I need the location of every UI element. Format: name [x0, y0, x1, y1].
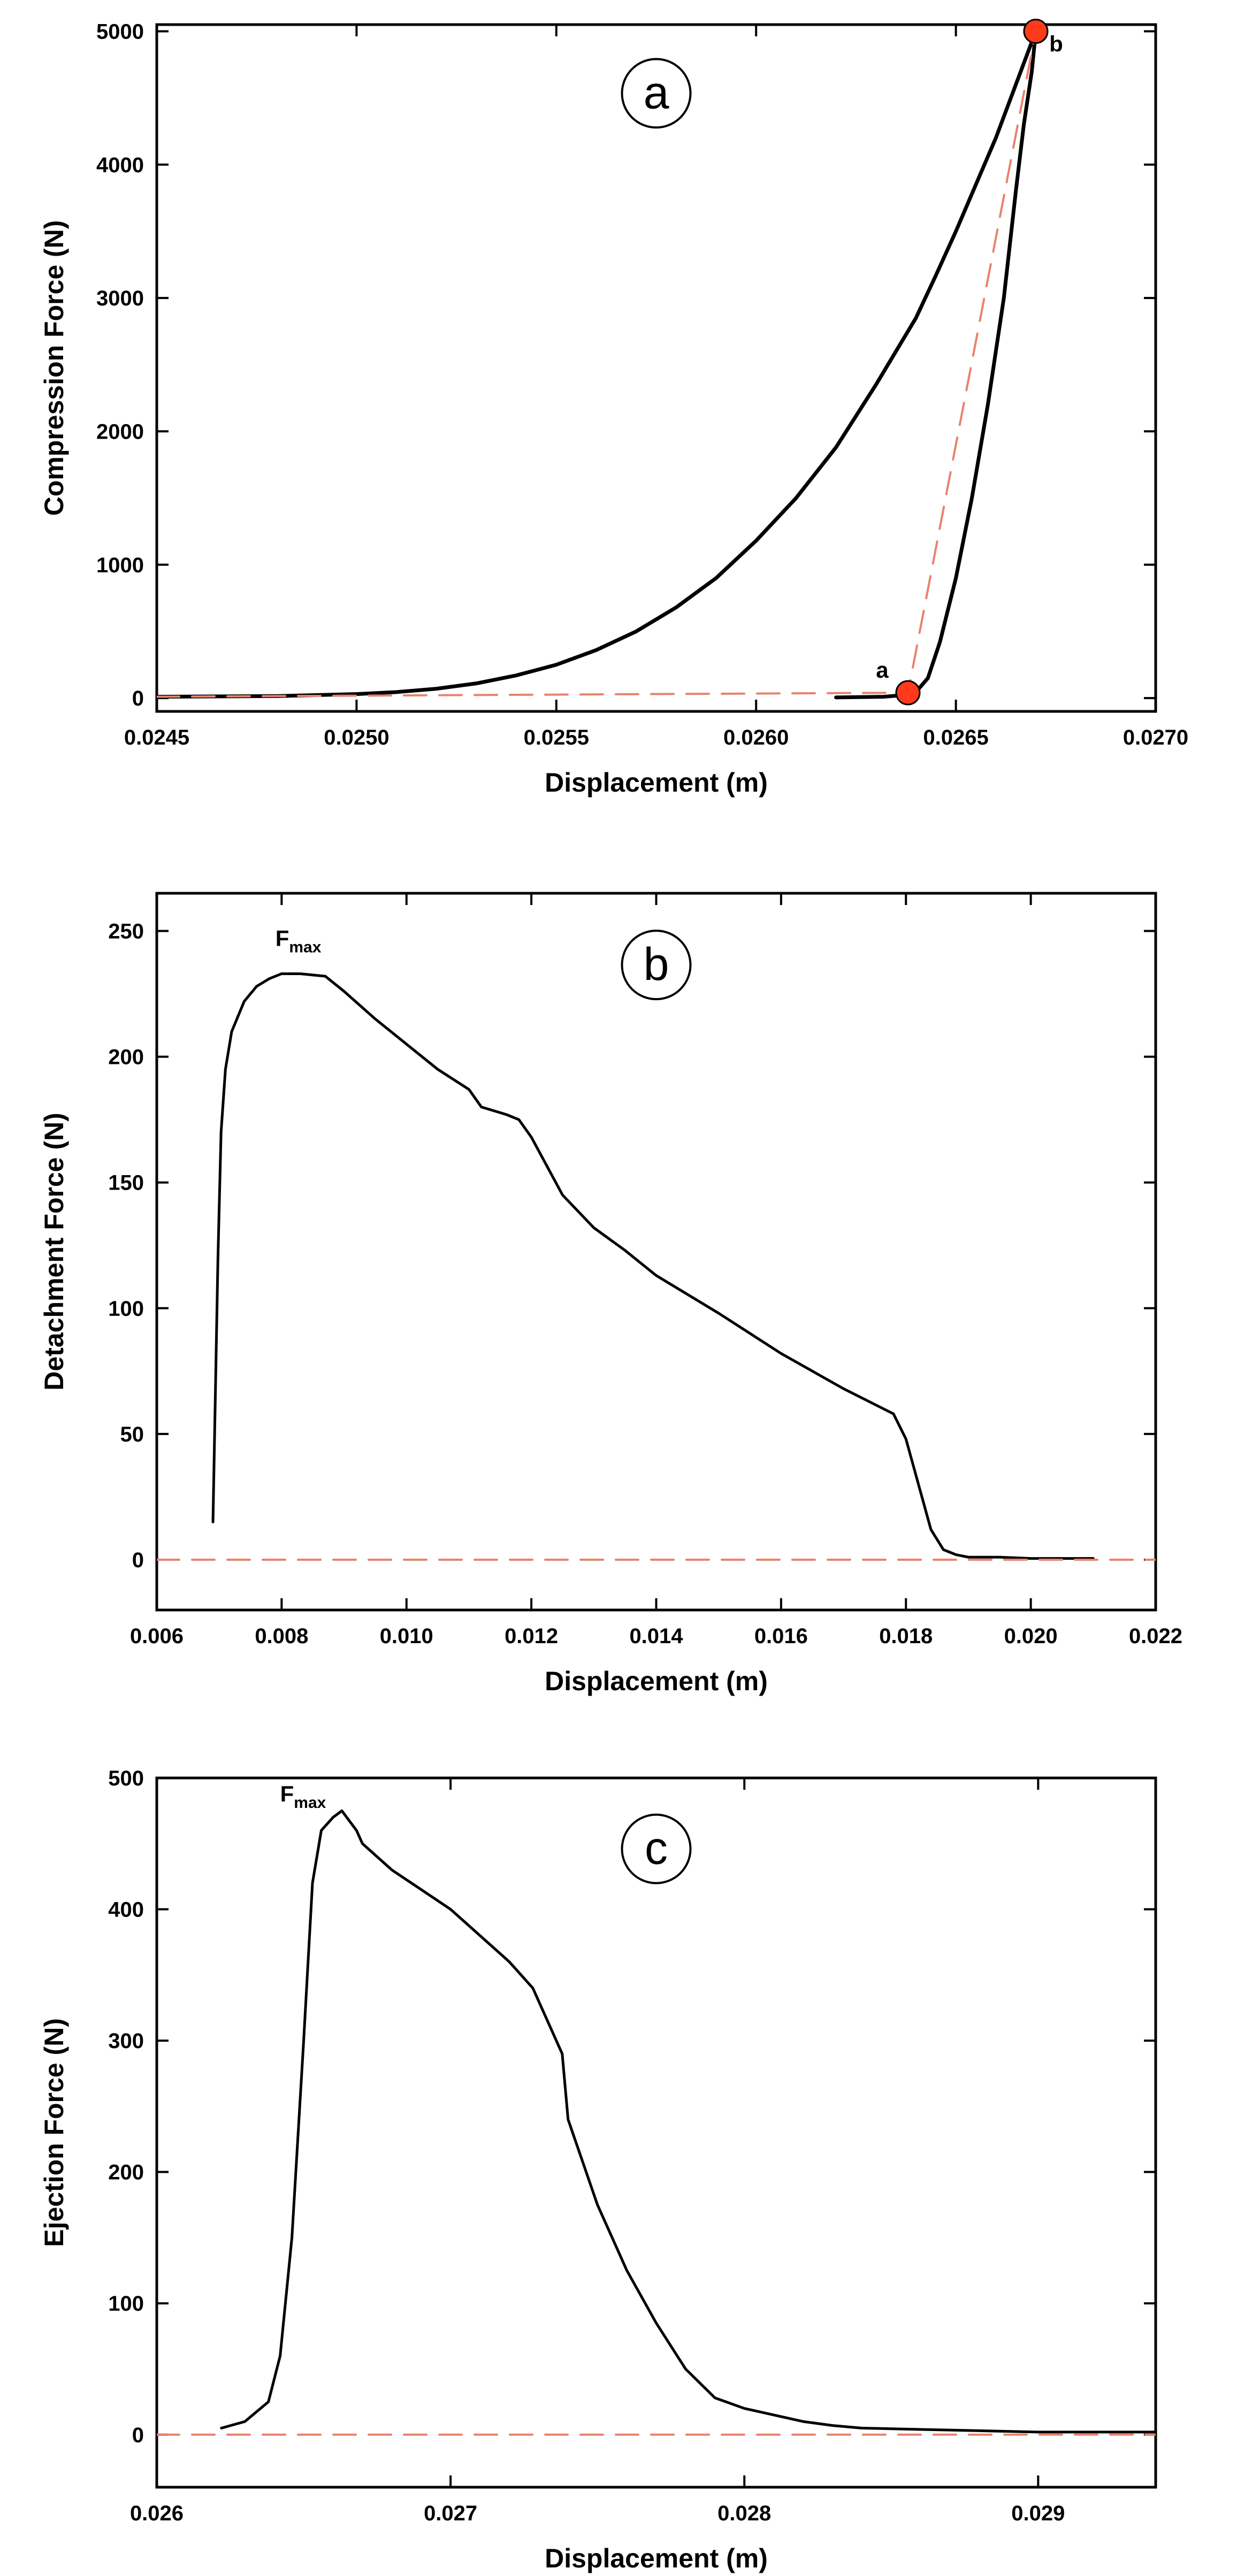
- panel-letter: c: [645, 1823, 668, 1874]
- y-tick-label: 50: [120, 1423, 144, 1446]
- x-tick-label: 0.006: [130, 1624, 184, 1648]
- x-tick-label: 0.020: [1004, 1624, 1058, 1648]
- y-axis-title: Ejection Force (N): [39, 2018, 69, 2247]
- y-tick-label: 5000: [96, 20, 144, 43]
- point-label-a: a: [876, 657, 889, 683]
- y-tick-label: 100: [108, 1297, 144, 1321]
- series-loading-curve: [834, 29, 1038, 700]
- x-tick-label: 0.0255: [524, 726, 589, 749]
- panel-letter: a: [644, 67, 669, 118]
- series-detachment-curve: [211, 972, 1095, 1560]
- series-unloading-curve: [157, 29, 1038, 699]
- x-tick-label: 0.018: [879, 1624, 933, 1648]
- y-tick-label: 400: [108, 1898, 144, 1922]
- chart-panel-b: 0.006 0.008 0.010 0.012 0.014 0.016 0.018 0.020…: [39, 892, 1182, 1696]
- y-tick-label: 2000: [96, 420, 144, 443]
- chart-panel-a: 0.0245 0.0250 0.0255 0.0260 0.0265 0.0270 0 100…: [39, 18, 1188, 798]
- y-tick-label: 0: [132, 2424, 144, 2447]
- y-tick-label: 100: [108, 2292, 144, 2316]
- y-tick-label: 200: [108, 2161, 144, 2184]
- x-tick-label: 0.028: [717, 2502, 771, 2525]
- y-tick-label: 3000: [96, 287, 144, 310]
- x-axis-title: Displacement (m): [545, 1666, 768, 1696]
- y-tick-label: 1000: [96, 554, 144, 577]
- x-tick-label: 0.0260: [723, 726, 789, 749]
- x-tick-label: 0.016: [754, 1624, 808, 1648]
- x-tick-label: 0.014: [629, 1624, 683, 1648]
- y-tick-label: 250: [108, 920, 144, 944]
- x-tick-label: 0.0270: [1123, 726, 1188, 749]
- y-tick-label: 0: [132, 687, 144, 710]
- annotation-fmax-subscript: max: [289, 939, 321, 956]
- annotation-fmax-subscript: max: [294, 1794, 326, 1812]
- x-tick-label: 0.0265: [923, 726, 988, 749]
- x-tick-label: 0.0250: [324, 726, 389, 749]
- plot-area: [157, 29, 1038, 700]
- x-tick-label: 0.010: [380, 1624, 433, 1648]
- panel-letter-circle: [621, 58, 692, 129]
- y-axis-title: Detachment Force (N): [39, 1113, 69, 1391]
- point-label-b: b: [1049, 31, 1063, 56]
- point-b: [1023, 18, 1049, 44]
- series-reference-dashed-line: [157, 30, 1037, 698]
- y-tick-label: 200: [108, 1046, 144, 1069]
- plot-frame: [155, 1776, 1157, 2489]
- plot-area: [157, 1809, 1156, 2436]
- chart-panel-c: 0.026 0.027 0.028 0.029 0 100 200 300 400 500 Disp…: [39, 1767, 1157, 2573]
- x-axis-title: Displacement (m): [545, 2543, 768, 2573]
- plot-frame: [155, 892, 1157, 1612]
- x-tick-label: 0.026: [130, 2502, 184, 2525]
- x-tick-label: 0.0245: [124, 726, 189, 749]
- series-ejection-curve: [220, 1809, 1156, 2434]
- y-tick-label: 4000: [96, 154, 144, 177]
- x-tick-label: 0.008: [255, 1624, 308, 1648]
- plot-frame: [155, 23, 1157, 713]
- x-tick-label: 0.027: [424, 2502, 477, 2525]
- annotation-fmax: Fmax: [280, 1781, 326, 1812]
- y-tick-label: 150: [108, 1171, 144, 1195]
- plot-area: [157, 972, 1156, 1561]
- x-tick-label: 0.022: [1129, 1624, 1182, 1648]
- panel-letter: b: [644, 939, 669, 990]
- panel-letter-circle: [621, 930, 692, 1000]
- annotation-fmax: Fmax: [276, 926, 322, 956]
- x-tick-label: 0.029: [1011, 2502, 1065, 2525]
- x-axis-title: Displacement (m): [545, 768, 768, 798]
- y-tick-label: 0: [132, 1548, 144, 1572]
- y-tick-label: 300: [108, 2029, 144, 2053]
- panel-letter-circle: [621, 1813, 692, 1884]
- x-tick-label: 0.012: [505, 1624, 558, 1648]
- y-axis-title: Compression Force (N): [39, 220, 69, 516]
- point-a: [895, 680, 921, 706]
- y-tick-label: 500: [108, 1767, 144, 1790]
